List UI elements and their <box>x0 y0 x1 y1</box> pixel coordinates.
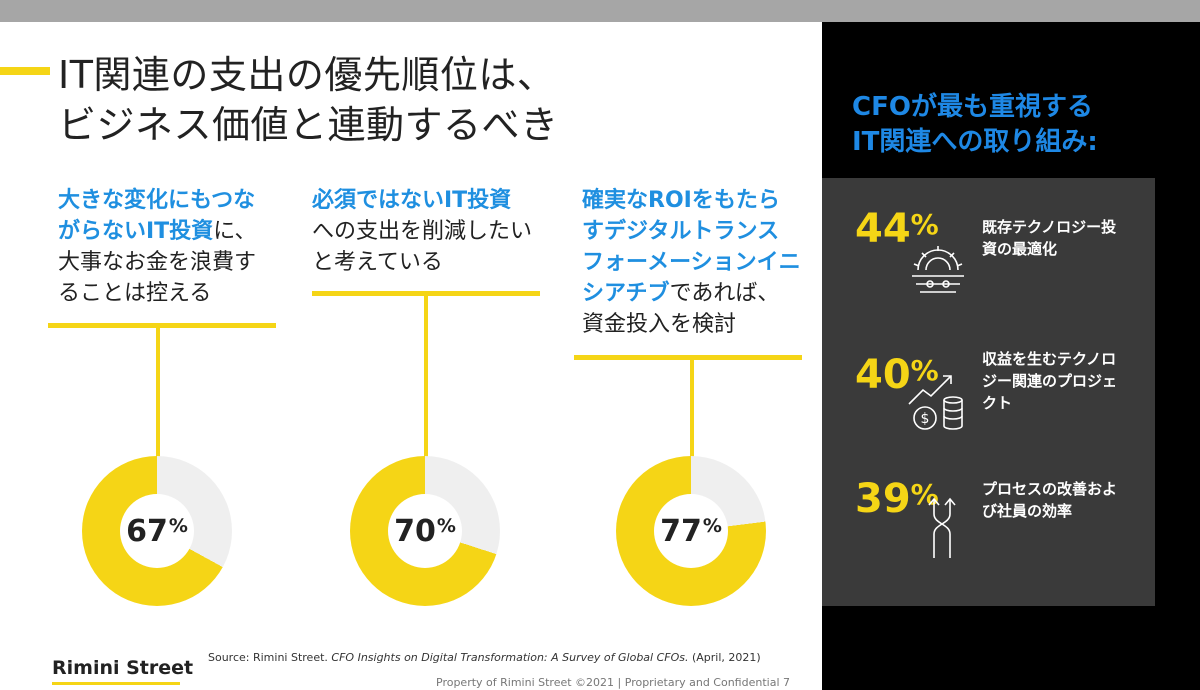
stat-3-number: 39 <box>855 476 911 522</box>
column-1-text-2: に、 <box>213 219 257 244</box>
stat-2-unit: % <box>910 354 939 387</box>
donut-value: 77 <box>660 513 702 549</box>
column-2-text: 必須ではないIT投資 への支出を削減したい と考えている <box>312 185 532 278</box>
stat-3-label-line-2: び社員の効率 <box>982 502 1073 520</box>
donut-hole <box>654 494 728 568</box>
donut-value: 67 <box>126 513 168 549</box>
gear-icon <box>912 246 964 293</box>
column-3-highlight-2: すデジタルトランス <box>582 219 780 244</box>
donut-unit: % <box>168 515 188 537</box>
column-1-text-4: ることは控える <box>58 281 212 306</box>
column-2-text-2: への支出を削減したい <box>312 219 533 244</box>
donut-chart-1: 67% <box>82 456 232 606</box>
column-3-connector <box>690 357 694 475</box>
stat-2-label-line-3: クト <box>982 394 1013 412</box>
stat-3-label: プロセスの改善およ び社員の効率 <box>982 478 1117 522</box>
slide-title: IT関連の支出の優先順位は、 ビジネス価値と連動するべき <box>58 50 559 150</box>
column-3-highlight-3: フォーメーションイニ <box>582 250 801 275</box>
stat-2-label-line-1: 収益を生むテクノロ <box>982 350 1117 368</box>
stat-2-number: 40 <box>855 352 911 398</box>
column-3-text-5: 資金投入を検討 <box>582 312 737 337</box>
source-prefix: Source: Rimini Street. <box>208 651 332 664</box>
donut-chart-3: 77% <box>616 456 766 606</box>
title-line-1: IT関連の支出の優先順位は、 <box>58 53 556 97</box>
footer-text: Property of Rimini Street ©2021 | Propri… <box>436 676 790 689</box>
column-3-text-4: であれば、 <box>669 281 780 306</box>
donut-unit: % <box>436 515 456 537</box>
stat-1-label-line-1: 既存テクノロジー投 <box>982 218 1117 236</box>
donut-unit: % <box>702 515 722 537</box>
stat-2-value: 40% <box>855 352 939 398</box>
right-heading: CFOが最も重視する IT関連への取り組み: <box>852 90 1098 160</box>
stat-1-value: 44% <box>855 206 939 252</box>
column-2-connector <box>424 293 428 473</box>
brand-logo: Rimini Street <box>52 657 194 679</box>
column-1-text: 大きな変化にもつな がらないIT投資に、 大事なお金を浪費す ることは控える <box>58 185 257 309</box>
column-2-text-3: と考えている <box>312 250 443 275</box>
title-accent-bar <box>0 67 50 75</box>
column-1-highlight-1: 大きな変化にもつな <box>58 188 256 213</box>
stat-1-number: 44 <box>855 206 911 252</box>
title-line-2: ビジネス価値と連動するべき <box>58 103 559 147</box>
column-3-text: 確実なROIをもたら すデジタルトランス フォーメーションイニ シアチブであれば… <box>582 185 801 340</box>
donut-hole <box>120 494 194 568</box>
column-1-underline <box>48 323 276 328</box>
stat-3-label-line-1: プロセスの改善およ <box>982 480 1118 498</box>
donut-chart-2: 70% <box>350 456 500 606</box>
donut-value: 70 <box>394 513 436 549</box>
stat-1-unit: % <box>910 208 939 241</box>
top-bar <box>0 0 1200 22</box>
column-3-highlight-4: シアチブ <box>582 281 670 306</box>
stat-3-value: 39% <box>855 476 939 522</box>
column-1-text-3: 大事なお金を浪費す <box>58 250 257 275</box>
stats-panel <box>822 178 1155 606</box>
stat-1-label: 既存テクノロジー投 資の最適化 <box>982 216 1116 260</box>
column-1-highlight-2: がらないIT投資 <box>58 219 214 244</box>
svg-text:$: $ <box>921 411 930 427</box>
source-citation: Source: Rimini Street. CFO Insights on D… <box>208 651 761 664</box>
stat-2-label: 収益を生むテクノロ ジー関連のプロジェ クト <box>982 348 1117 414</box>
brand-underline <box>52 682 180 685</box>
source-suffix: (April, 2021) <box>688 651 761 664</box>
donut-label: 67% <box>82 456 232 606</box>
right-heading-line-1: CFOが最も重視する <box>852 92 1093 122</box>
stat-2-label-line-2: ジー関連のプロジェ <box>982 372 1118 390</box>
right-heading-line-2: IT関連への取り組み: <box>852 127 1098 157</box>
column-1-connector <box>156 325 160 475</box>
stat-1-label-line-2: 資の最適化 <box>982 240 1058 258</box>
column-3-highlight-1: 確実なROIをもたら <box>582 188 780 213</box>
process-arrows-icon <box>928 497 956 558</box>
revenue-growth-icon: $ <box>908 375 963 430</box>
source-title: CFO Insights on Digital Transformation: … <box>331 651 689 664</box>
donut-label: 70% <box>350 456 500 606</box>
column-2-highlight-1: 必須ではないIT投資 <box>312 188 512 213</box>
column-3-underline <box>574 355 802 360</box>
donut-label: 77% <box>616 456 766 606</box>
donut-hole <box>388 494 462 568</box>
